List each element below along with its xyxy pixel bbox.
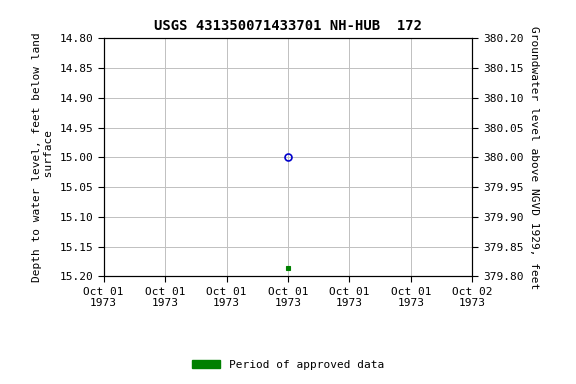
Y-axis label: Depth to water level, feet below land
 surface: Depth to water level, feet below land su… xyxy=(32,33,54,282)
Legend: Period of approved data: Period of approved data xyxy=(188,356,388,375)
Y-axis label: Groundwater level above NGVD 1929, feet: Groundwater level above NGVD 1929, feet xyxy=(529,26,539,289)
Title: USGS 431350071433701 NH-HUB  172: USGS 431350071433701 NH-HUB 172 xyxy=(154,19,422,33)
